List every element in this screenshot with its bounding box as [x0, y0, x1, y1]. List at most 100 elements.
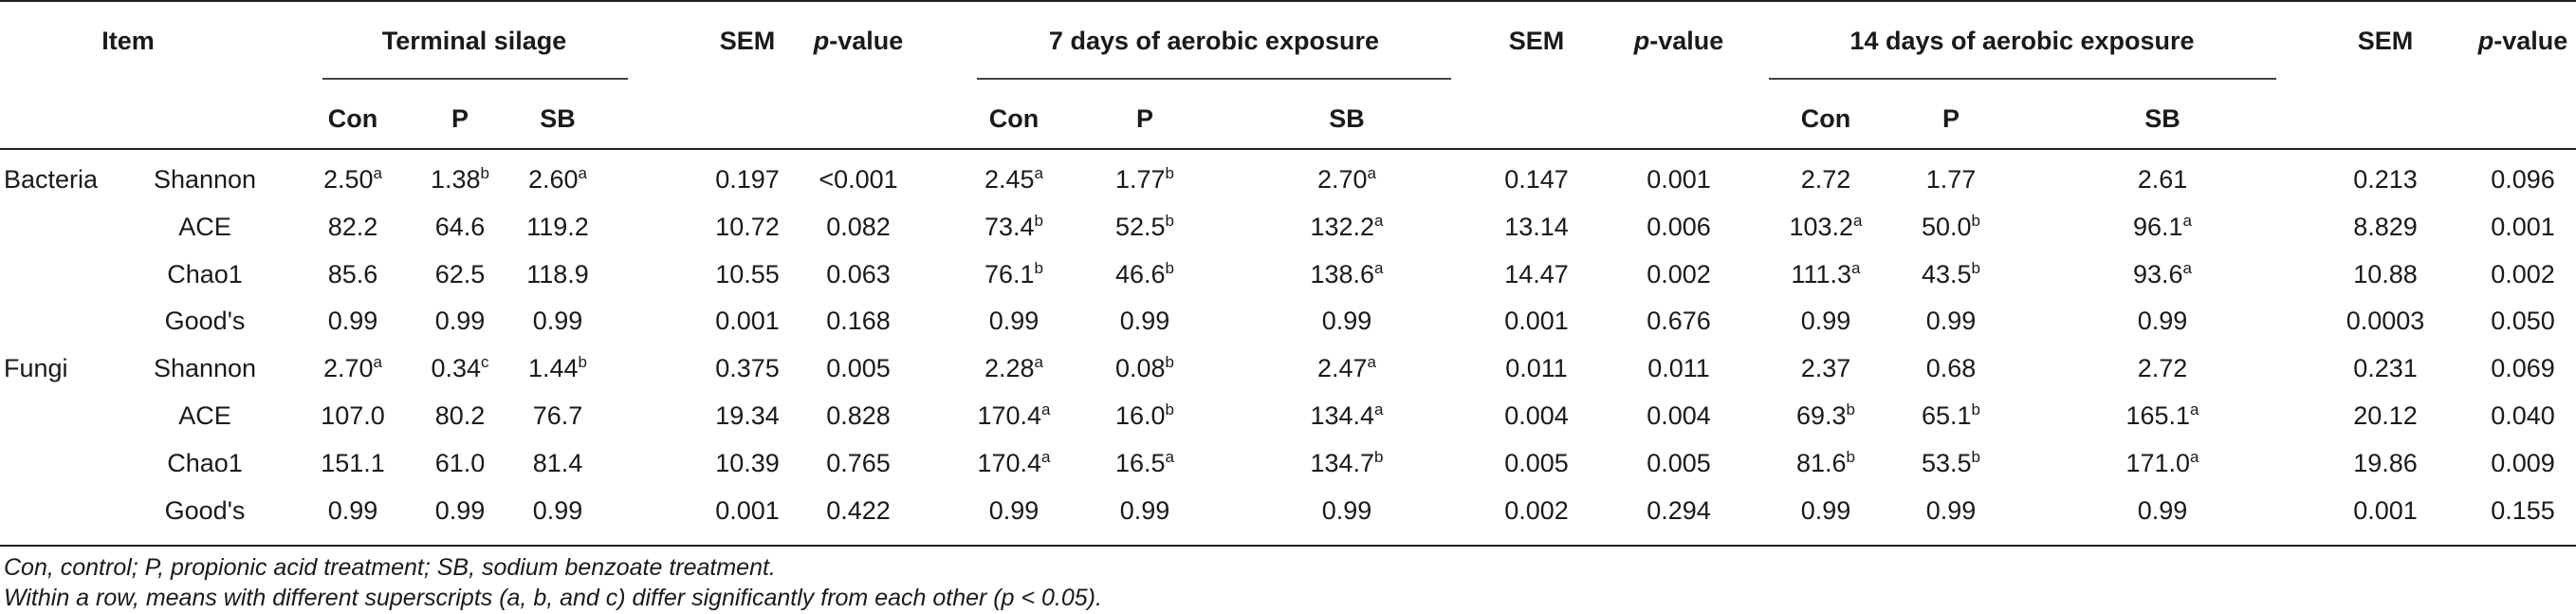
cell-value: 81.6	[1795, 448, 1847, 477]
row-metric-label: ACE	[178, 401, 231, 430]
table-cell: 0.147	[1504, 163, 1569, 195]
table-cell: 111.3a	[1791, 258, 1860, 290]
table-cell: 171.0a	[2125, 447, 2199, 479]
cell-value: 0.99	[2137, 495, 2188, 525]
significance-superscript: a	[373, 353, 383, 372]
cell-value: 0.99	[1800, 495, 1851, 525]
fourteen-days-header: 14 days of aerobic exposure	[1849, 27, 2195, 55]
cell-value: 43.5	[1921, 259, 1972, 288]
table-cell: 0.001	[2353, 494, 2418, 527]
significance-superscript: a	[1034, 353, 1044, 372]
cell-value: 0.08	[1114, 354, 1166, 383]
cell-value: 2.60	[527, 165, 579, 194]
cell-value: 1.77	[1114, 165, 1166, 194]
cell-value: 2.72	[2137, 354, 2188, 383]
table-cell: 0.99	[1801, 494, 1851, 527]
table-cell: 0.155	[2491, 494, 2555, 527]
table-cell: 0.99	[435, 305, 486, 337]
pvalue-header-2: p-value	[1633, 27, 1724, 55]
cell-value: 8.829	[2353, 212, 2418, 241]
table-cell: 0.002	[2491, 258, 2555, 290]
cell-value: 0.001	[715, 495, 780, 525]
table-cell: 10.72	[715, 211, 780, 243]
item-header: Item	[101, 27, 155, 55]
significance-superscript: b	[1165, 400, 1175, 419]
table-cell: 80.2	[435, 400, 486, 432]
cell-value: 0.005	[1504, 448, 1569, 477]
row-metric-label: Chao1	[167, 448, 243, 477]
table-cell: 0.34c	[431, 352, 488, 384]
cell-value: 0.063	[826, 259, 891, 288]
significance-superscript: a	[373, 164, 383, 182]
significance-superscript: b	[1165, 164, 1175, 182]
cell-value: 0.375	[715, 354, 780, 383]
cell-value: 76.7	[532, 401, 583, 430]
table-cell: 0.063	[826, 258, 891, 290]
row-group-label: Bacteria	[4, 165, 99, 194]
table-cell: 1.77	[1926, 163, 1977, 195]
cell-value: 0.99	[1925, 495, 1977, 525]
table-cell: 62.5	[435, 258, 486, 290]
cell-value: 96.1	[2132, 212, 2183, 241]
cell-value: 0.001	[1504, 307, 1569, 336]
cell-value: 0.001	[2491, 212, 2555, 241]
subheader-sb-3: SB	[2144, 104, 2180, 133]
cell-value: 0.99	[1800, 307, 1851, 336]
cell-value: 0.005	[1647, 448, 1711, 477]
cell-value: 2.70	[1316, 165, 1368, 194]
table-cell: 61.0	[435, 447, 486, 479]
table-cell: 2.60a	[528, 163, 587, 195]
cell-value: 0.99	[532, 495, 583, 525]
subheader-sb-1: SB	[540, 104, 576, 133]
table-cell: 13.14	[1504, 211, 1569, 243]
cell-value: 0.011	[1505, 354, 1568, 383]
cell-value: 107.0	[321, 401, 385, 430]
significance-superscript: a	[1853, 211, 1863, 230]
cell-value: 134.7	[1310, 448, 1375, 477]
cell-value: 82.2	[327, 212, 378, 241]
cell-value: 170.4	[977, 448, 1042, 477]
table-cell: 0.99	[328, 494, 378, 527]
cell-value: 111.3	[1791, 259, 1852, 288]
table-cell: 134.7b	[1310, 447, 1383, 479]
cell-value: 0.99	[988, 307, 1040, 336]
cell-value: 0.050	[2491, 307, 2555, 336]
subheader-con-1: Con	[327, 104, 378, 133]
table-cell: 16.5a	[1115, 447, 1174, 479]
cell-value: 0.004	[1647, 401, 1711, 430]
row-group-label: Fungi	[4, 354, 68, 383]
table-cell: 1.38b	[431, 163, 489, 195]
table-cell: 20.12	[2353, 400, 2418, 432]
sem-header-3: SEM	[2357, 27, 2414, 55]
significance-superscript: a	[1374, 400, 1384, 419]
table-cell: 0.99	[1801, 305, 1851, 337]
table-cell: <0.001	[819, 163, 897, 195]
table-cell: 0.676	[1647, 305, 1711, 337]
cell-value: 0.99	[1321, 495, 1372, 525]
header-bottom-rule	[0, 148, 2576, 150]
table-cell: 0.294	[1647, 494, 1711, 527]
cell-value: 0.040	[2491, 401, 2555, 430]
pvalue-header-3: p-value	[2477, 27, 2568, 55]
cell-value: 0.002	[1647, 259, 1711, 288]
table-cell: 0.005	[1504, 447, 1569, 479]
cell-value: 50.0	[1921, 212, 1972, 241]
cell-value: 134.4	[1310, 401, 1375, 430]
table-top-rule	[0, 0, 2576, 2]
cell-value: 0.99	[988, 495, 1040, 525]
table-cell: 0.001	[2491, 211, 2555, 243]
table-cell: 10.39	[715, 447, 780, 479]
cell-value: 170.4	[977, 401, 1042, 430]
cell-value: 0.34	[431, 354, 482, 383]
table-cell: 0.011	[1647, 352, 1710, 384]
cell-value: 0.99	[1119, 495, 1170, 525]
subheader-sb-2: SB	[1329, 104, 1365, 133]
table-cell: 81.6b	[1796, 447, 1855, 479]
table-cell: 134.4a	[1310, 400, 1383, 432]
table-cell: 2.70a	[323, 352, 382, 384]
table-cell: 0.99	[1120, 305, 1170, 337]
cell-value: 0.294	[1647, 495, 1711, 525]
table-cell: 0.99	[435, 494, 486, 527]
table-cell: 52.5b	[1115, 211, 1174, 243]
table-cell: 43.5b	[1922, 258, 1980, 290]
